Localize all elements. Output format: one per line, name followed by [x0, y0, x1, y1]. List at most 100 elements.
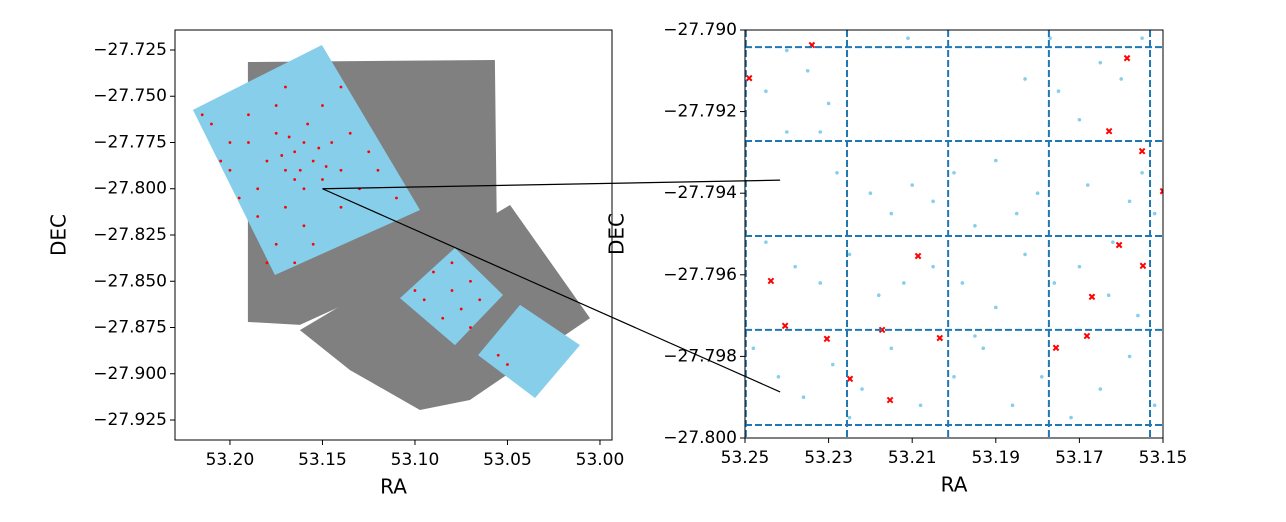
y-tick-label: −27.925	[93, 410, 167, 430]
point	[330, 141, 334, 144]
footprint-region	[478, 304, 580, 399]
point	[906, 36, 910, 40]
point	[317, 146, 321, 150]
y-tick-label: −27.800	[663, 428, 737, 448]
x-marker	[823, 335, 831, 343]
point	[785, 48, 789, 53]
point	[339, 168, 343, 172]
y-tick-label: −27.825	[93, 225, 167, 245]
point	[818, 281, 823, 285]
point	[793, 264, 797, 269]
point	[284, 168, 287, 172]
point	[450, 289, 454, 292]
x-marker	[914, 252, 922, 260]
x-axis-label: RA	[941, 473, 968, 497]
point	[1152, 403, 1157, 408]
x-axis-label: RA	[380, 475, 407, 499]
x-marker	[886, 396, 894, 404]
point	[506, 363, 509, 366]
point	[918, 403, 923, 408]
point	[459, 307, 463, 311]
point	[994, 305, 998, 310]
point	[348, 131, 352, 135]
y-tick-label: −27.796	[663, 265, 737, 285]
point	[413, 289, 417, 292]
y-tick-label: −27.750	[93, 86, 167, 106]
x-marker	[846, 375, 854, 383]
point	[1039, 375, 1044, 379]
point	[324, 165, 328, 168]
x-marker	[1138, 147, 1146, 155]
y-tick-label: −27.850	[93, 271, 167, 291]
point	[818, 130, 823, 134]
point	[847, 415, 852, 420]
point	[274, 242, 278, 246]
point	[422, 298, 426, 302]
footprint-region	[399, 247, 504, 346]
x-marker	[1123, 54, 1131, 62]
point	[200, 113, 204, 117]
point	[306, 122, 310, 126]
point	[910, 183, 914, 187]
point	[247, 113, 250, 117]
x-tick-label: 53.17	[1055, 448, 1104, 468]
point	[321, 178, 324, 181]
point	[1127, 354, 1132, 359]
x-marker	[936, 334, 944, 342]
point	[1140, 36, 1144, 40]
point	[1023, 77, 1027, 81]
point	[293, 178, 297, 181]
point	[860, 387, 864, 391]
y-tick-label: −27.790	[663, 20, 737, 40]
point	[902, 281, 906, 285]
point	[256, 215, 260, 218]
y-tick-label: −27.725	[93, 40, 167, 60]
point	[1052, 281, 1057, 285]
point	[830, 362, 835, 367]
x-tick-label: 53.25	[721, 448, 770, 468]
point	[981, 346, 986, 351]
point	[805, 69, 810, 73]
point	[432, 270, 435, 274]
y-tick-label: −27.800	[93, 179, 167, 199]
x-tick-label: 53.15	[298, 450, 347, 470]
x-marker	[781, 322, 789, 330]
point	[1069, 415, 1073, 420]
point	[274, 131, 278, 135]
point	[1119, 77, 1123, 81]
x-marker	[878, 326, 886, 334]
point	[889, 346, 894, 351]
point	[931, 199, 935, 204]
point	[952, 171, 956, 175]
y-tick-label: −27.775	[93, 132, 167, 152]
point	[237, 196, 241, 200]
point	[1085, 183, 1090, 187]
point	[1035, 191, 1040, 195]
point	[973, 224, 977, 228]
plot-area	[736, 30, 1163, 438]
point	[280, 154, 284, 157]
x-tick-label: 53.21	[888, 448, 937, 468]
point	[311, 159, 315, 163]
point	[1098, 387, 1103, 391]
point	[284, 205, 287, 209]
point	[376, 168, 380, 172]
point	[284, 85, 287, 89]
point	[339, 205, 343, 209]
connector-line	[322, 179, 781, 190]
point	[764, 240, 768, 244]
point	[847, 252, 852, 257]
point	[1048, 36, 1052, 40]
point	[1010, 403, 1015, 408]
x-tick-label: 53.10	[391, 450, 440, 470]
point	[960, 281, 965, 285]
point	[293, 150, 297, 154]
x-marker	[1052, 344, 1060, 352]
point	[1111, 240, 1115, 244]
point	[889, 211, 894, 216]
footprint-region	[192, 44, 420, 275]
point	[367, 150, 371, 154]
x-marker	[736, 156, 741, 161]
point	[210, 122, 213, 126]
axes-frame	[744, 29, 1164, 439]
